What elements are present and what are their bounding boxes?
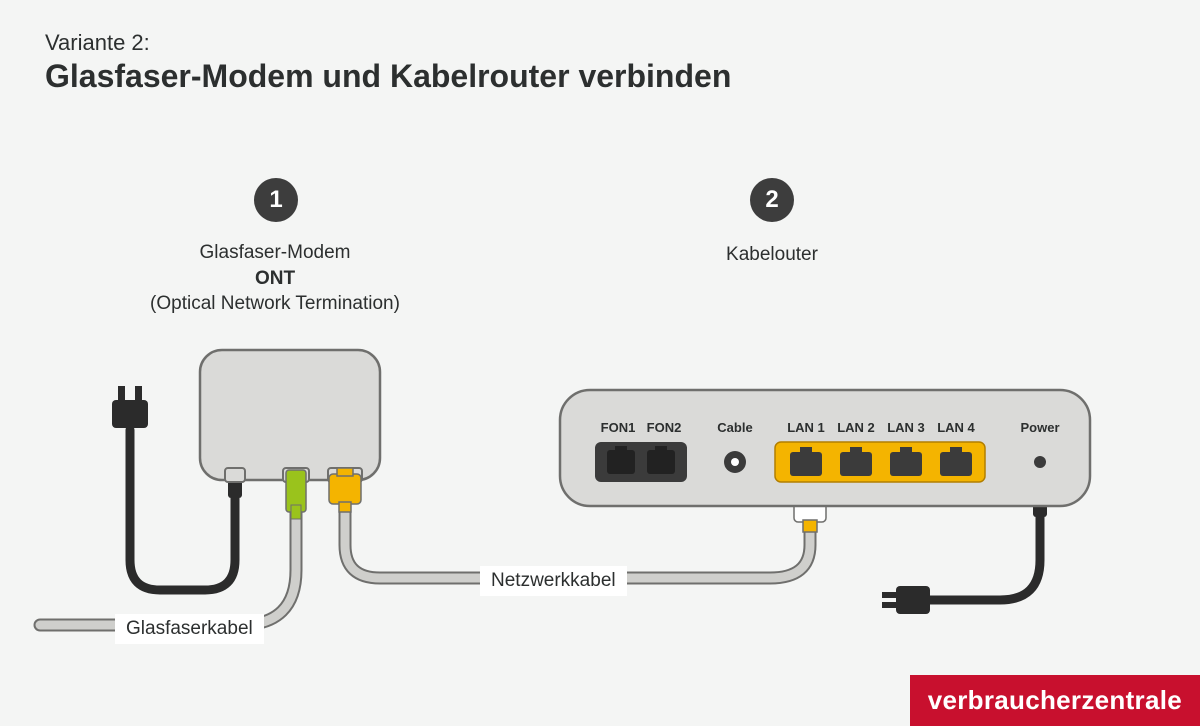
- svg-text:FON2: FON2: [647, 420, 682, 435]
- fiber-cable-label: Glasfaserkabel: [115, 614, 264, 644]
- svg-text:LAN 2: LAN 2: [837, 420, 875, 435]
- svg-text:LAN 1: LAN 1: [787, 420, 825, 435]
- network-cable-label: Netzwerkkabel: [480, 566, 627, 596]
- svg-text:Cable: Cable: [717, 420, 752, 435]
- svg-text:Power: Power: [1020, 420, 1059, 435]
- svg-text:LAN 4: LAN 4: [937, 420, 975, 435]
- svg-text:FON1: FON1: [601, 420, 636, 435]
- svg-text:LAN 3: LAN 3: [887, 420, 925, 435]
- brand-logo: verbraucherzentrale: [910, 675, 1200, 726]
